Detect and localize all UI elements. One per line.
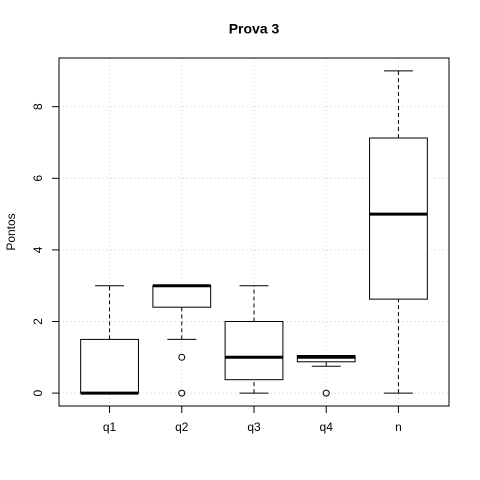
box <box>152 285 212 308</box>
outlier <box>322 389 330 397</box>
box <box>224 321 284 381</box>
x-tick-label: q1 <box>103 420 117 434</box>
chart-title: Prova 3 <box>229 21 280 37</box>
y-tick-label: 4 <box>31 246 45 253</box>
y-axis-label: Pontos <box>4 213 18 250</box>
outlier <box>178 389 186 397</box>
x-tick-label: q4 <box>320 420 334 434</box>
y-tick-label: 6 <box>31 175 45 182</box>
x-tick-label: q2 <box>175 420 189 434</box>
box <box>80 338 139 394</box>
box <box>369 137 428 300</box>
y-tick-label: 2 <box>31 318 45 325</box>
plot-frame <box>58 57 450 407</box>
x-tick-label: n <box>395 420 402 434</box>
outlier <box>178 353 186 361</box>
x-tick-label: q3 <box>247 420 261 434</box>
y-tick-label: 0 <box>31 389 45 396</box>
y-tick-label: 8 <box>31 103 45 110</box>
